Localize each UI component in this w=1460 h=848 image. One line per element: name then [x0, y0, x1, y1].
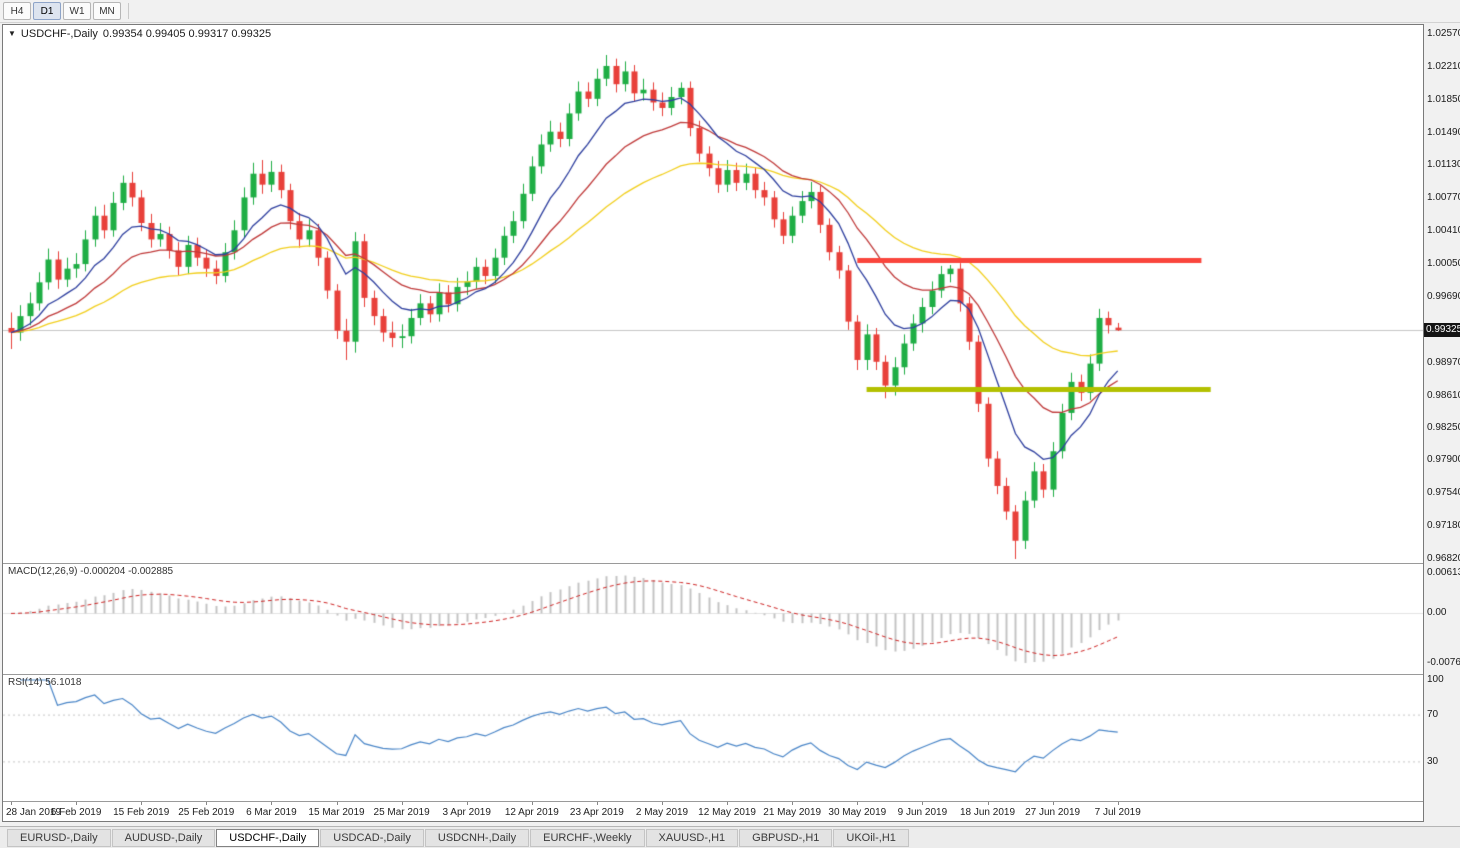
- date-label: 28 Jan 2019: [6, 807, 62, 818]
- time-tick: [857, 802, 859, 805]
- date-label: 15 Mar 2019: [308, 807, 365, 818]
- date-label: 6 Mar 2019: [246, 807, 297, 818]
- toolbar-separator: [128, 3, 129, 19]
- time-tick: [271, 802, 273, 805]
- tab-usdcnh-daily[interactable]: USDCNH-,Daily: [424, 828, 530, 847]
- price-tick: 0.98250: [1427, 422, 1460, 434]
- time-tick: [727, 802, 729, 805]
- date-label: 9 Jun 2019: [897, 807, 948, 818]
- macd-panel[interactable]: MACD(12,26,9) -0.000204 -0.002885: [3, 563, 1423, 674]
- time-tick: [792, 802, 794, 805]
- price-tick: 1.00050: [1427, 258, 1460, 270]
- price-tick: 0.98610: [1427, 389, 1460, 401]
- date-label: 6 Feb 2019: [50, 807, 102, 818]
- tab-gbpusd-h1[interactable]: GBPUSD-,H1: [739, 828, 833, 847]
- price-tick: 1.02210: [1427, 60, 1460, 72]
- chart-title: ▼ USDCHF-,Daily 0.99354 0.99405 0.99317 …: [8, 28, 271, 40]
- date-label: 15 Feb 2019: [113, 807, 170, 818]
- time-tick: [401, 802, 403, 805]
- time-tick: [336, 802, 338, 805]
- time-tick: [662, 802, 663, 805]
- tab-eurchf-weekly[interactable]: EURCHF-,Weekly: [530, 828, 645, 847]
- price-tick: 1.01130: [1427, 159, 1460, 171]
- price-tick: 0.97180: [1427, 520, 1460, 532]
- rsi-label: RSI(14) 56.1018: [8, 677, 82, 688]
- price-tick: 1.00770: [1427, 192, 1460, 204]
- macd-tick: 0.00613: [1427, 567, 1460, 579]
- date-label: 12 Apr 2019: [504, 807, 559, 818]
- date-label: 30 May 2019: [828, 807, 887, 818]
- date-label: 7 Jul 2019: [1094, 807, 1141, 818]
- price-tick: 0.98970: [1427, 356, 1460, 368]
- time-tick: [466, 802, 468, 805]
- time-tick: [596, 802, 598, 805]
- price-tick: 0.96820: [1427, 553, 1460, 564]
- macd-canvas[interactable]: [3, 564, 1423, 674]
- timeframe-toolbar: H4 D1 W1 MN: [0, 0, 1460, 23]
- timeframe-button-h4[interactable]: H4: [3, 2, 31, 20]
- price-tick: 1.01850: [1427, 93, 1460, 105]
- tab-usdcad-daily[interactable]: USDCAD-,Daily: [320, 828, 424, 847]
- date-label: 21 May 2019: [763, 807, 822, 818]
- chart-symbol-label: USDCHF-,Daily: [20, 28, 98, 40]
- time-tick: [76, 802, 78, 805]
- chart-window: ▼ USDCHF-,Daily 0.99354 0.99405 0.99317 …: [2, 24, 1424, 822]
- time-tick: [141, 802, 143, 805]
- price-tick: 1.00410: [1427, 225, 1460, 237]
- rsi-tick: 30: [1427, 755, 1439, 767]
- time-tick: [922, 802, 924, 805]
- tab-xauusd-h1[interactable]: XAUUSD-,H1: [645, 828, 739, 847]
- price-axis[interactable]: 1.02570 1.02210 1.01850 1.01490 1.01130 1.007…: [1424, 24, 1460, 822]
- date-label: 18 Jun 2019: [959, 807, 1016, 818]
- rsi-tick: 70: [1427, 709, 1439, 721]
- time-tick: [987, 802, 989, 805]
- date-label: 25 Feb 2019: [178, 807, 235, 818]
- date-label: 12 May 2019: [698, 807, 757, 818]
- price-panel[interactable]: ▼ USDCHF-,Daily 0.99354 0.99405 0.99317 …: [3, 25, 1423, 563]
- rsi-panel[interactable]: RSI(14) 56.1018: [3, 674, 1423, 801]
- price-tick: 0.99690: [1427, 290, 1460, 302]
- tab-eurusd-daily[interactable]: EURUSD-,Daily: [7, 828, 111, 847]
- rsi-tick: 100: [1427, 674, 1444, 685]
- price-chart-canvas[interactable]: [3, 25, 1423, 563]
- tab-usdchf-daily[interactable]: USDCHF-,Daily: [216, 828, 320, 847]
- time-tick: [206, 802, 208, 805]
- tab-ukoil-h1[interactable]: UKOil-,H1: [833, 828, 909, 847]
- timeframe-button-d1[interactable]: D1: [33, 2, 61, 20]
- time-tick: [1117, 802, 1119, 805]
- time-tick: [1052, 802, 1054, 805]
- macd-label: MACD(12,26,9) -0.000204 -0.002885: [8, 566, 174, 577]
- tab-audusd-daily[interactable]: AUDUSD-,Daily: [111, 828, 216, 847]
- macd-tick: 0.00: [1427, 607, 1447, 619]
- chart-dropdown-icon[interactable]: ▼: [8, 29, 16, 38]
- price-tick: 1.01490: [1427, 126, 1460, 138]
- time-tick: [531, 802, 533, 805]
- rsi-canvas[interactable]: [3, 675, 1423, 801]
- date-label: 25 Mar 2019: [373, 807, 430, 818]
- date-label: 2 May 2019: [635, 807, 689, 818]
- chart-tabbar: EURUSD-,Daily AUDUSD-,Daily USDCHF-,Daily U…: [0, 826, 1460, 848]
- date-label: 27 Jun 2019: [1025, 807, 1081, 818]
- price-tick: 1.02570: [1427, 28, 1460, 39]
- current-price-badge: 0.99325: [1424, 323, 1460, 338]
- time-axis[interactable]: 28 Jan 2019 6 Feb 2019 15 Feb 2019 25 Feb 2…: [3, 801, 1423, 821]
- price-tick: 0.97540: [1427, 487, 1460, 499]
- price-tick: 0.97900: [1427, 454, 1460, 466]
- timeframe-button-w1[interactable]: W1: [63, 2, 91, 20]
- date-label: 23 Apr 2019: [569, 807, 624, 818]
- timeframe-button-mn[interactable]: MN: [93, 2, 121, 20]
- date-label: 3 Apr 2019: [442, 807, 491, 818]
- chart-ohlc-values: 0.99354 0.99405 0.99317 0.99325: [102, 28, 272, 40]
- time-tick: [11, 802, 12, 805]
